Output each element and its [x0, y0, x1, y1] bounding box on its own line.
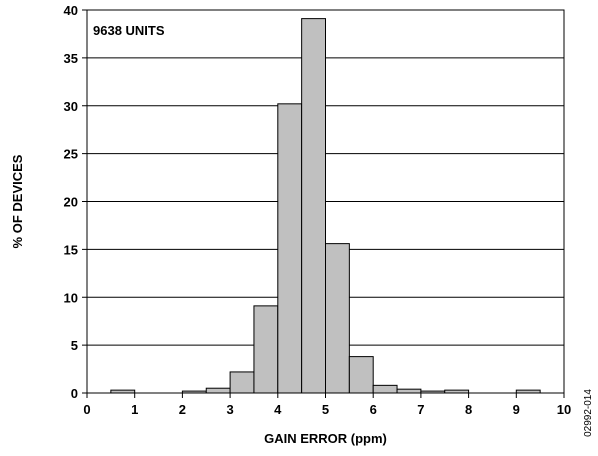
histogram-bar [253, 305, 279, 394]
histogram-bar [205, 387, 231, 394]
x-tick-label: 3 [226, 402, 233, 417]
histogram-bar [372, 384, 398, 394]
y-tick-label: 0 [71, 386, 78, 401]
x-tick-label: 7 [417, 402, 424, 417]
y-tick-label: 15 [64, 242, 78, 257]
x-tick-label: 1 [131, 402, 138, 417]
x-tick-label: 8 [465, 402, 472, 417]
x-tick-label: 0 [83, 402, 90, 417]
y-tick-label: 20 [64, 195, 78, 210]
x-tick-label: 4 [274, 402, 282, 417]
figure-id: 02992-014 [583, 389, 594, 437]
histogram-bar [277, 103, 303, 394]
axis-ticks: 0 5 10 15 20 25 30 35 40 0 1 2 3 4 5 6 7 8 9 10 [64, 3, 572, 417]
y-tick-label: 40 [64, 3, 78, 18]
histogram-bar [348, 356, 374, 394]
histogram-bar [396, 388, 422, 394]
y-tick-label: 30 [64, 99, 78, 114]
y-axis-title: % OF DEVICES [10, 154, 25, 248]
x-axis-title: GAIN ERROR (ppm) [264, 431, 387, 446]
y-tick-label: 10 [64, 290, 78, 305]
x-tick-label: 6 [370, 402, 377, 417]
y-tick-label: 5 [71, 338, 78, 353]
x-tick-label: 5 [322, 402, 329, 417]
x-tick-label: 9 [513, 402, 520, 417]
units-annotation: 9638 UNITS [93, 23, 165, 38]
y-tick-label: 35 [64, 51, 78, 66]
histogram-bar [229, 371, 255, 394]
x-tick-label: 2 [179, 402, 186, 417]
histogram-bar [301, 18, 326, 394]
y-tick-label: 25 [64, 147, 78, 162]
x-tick-label: 10 [557, 402, 571, 417]
histogram-bar [325, 243, 350, 394]
histogram-bars [110, 18, 541, 394]
